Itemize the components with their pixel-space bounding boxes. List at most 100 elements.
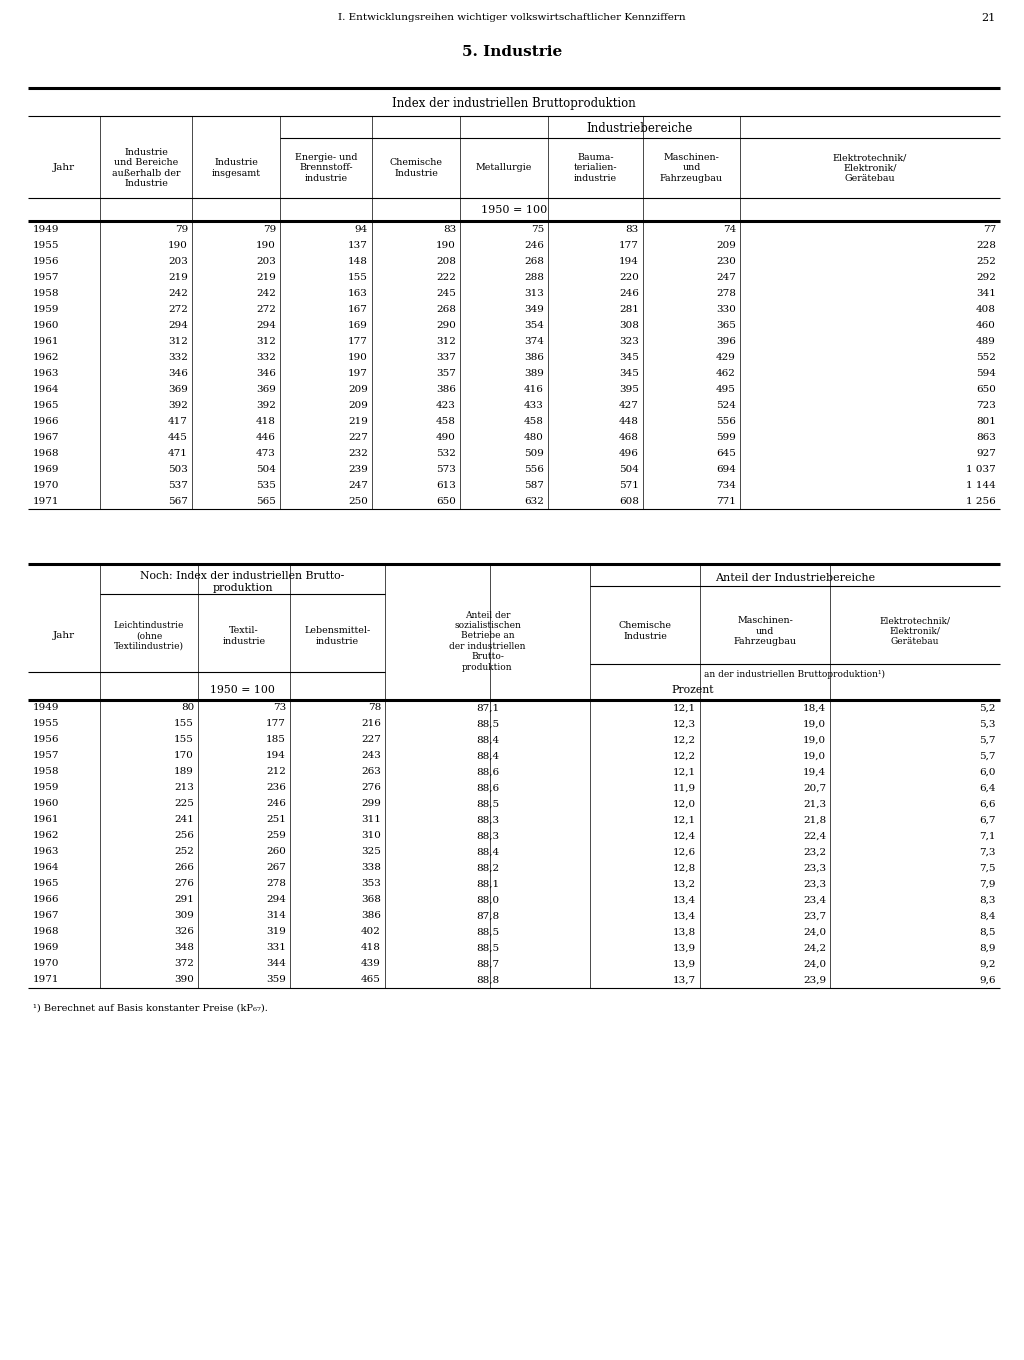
Text: 190: 190 bbox=[436, 241, 456, 249]
Text: 272: 272 bbox=[256, 305, 276, 314]
Text: Industrie
und Bereiche
außerhalb der
Industrie: Industrie und Bereiche außerhalb der Ind… bbox=[112, 148, 180, 188]
Text: 427: 427 bbox=[620, 400, 639, 409]
Text: 359: 359 bbox=[266, 975, 286, 985]
Text: 74: 74 bbox=[723, 224, 736, 234]
Text: 194: 194 bbox=[620, 257, 639, 265]
Text: 24,0: 24,0 bbox=[803, 960, 826, 968]
Text: 268: 268 bbox=[436, 305, 456, 314]
Text: 369: 369 bbox=[256, 385, 276, 393]
Text: 556: 556 bbox=[524, 465, 544, 473]
Text: 21,3: 21,3 bbox=[803, 800, 826, 808]
Text: 537: 537 bbox=[168, 480, 188, 490]
Text: 1957: 1957 bbox=[33, 752, 59, 760]
Text: 203: 203 bbox=[256, 257, 276, 265]
Text: 185: 185 bbox=[266, 736, 286, 744]
Text: 325: 325 bbox=[361, 847, 381, 857]
Text: 23,4: 23,4 bbox=[803, 895, 826, 904]
Text: 429: 429 bbox=[716, 352, 736, 362]
Text: 439: 439 bbox=[361, 960, 381, 968]
Text: 216: 216 bbox=[361, 719, 381, 729]
Text: 349: 349 bbox=[524, 305, 544, 314]
Text: 8,3: 8,3 bbox=[980, 895, 996, 904]
Text: 313: 313 bbox=[524, 288, 544, 298]
Text: 1964: 1964 bbox=[33, 385, 59, 393]
Text: 1966: 1966 bbox=[33, 416, 59, 426]
Text: 723: 723 bbox=[976, 400, 996, 409]
Text: 1950 = 100: 1950 = 100 bbox=[481, 205, 547, 215]
Text: 23,3: 23,3 bbox=[803, 864, 826, 873]
Text: 209: 209 bbox=[716, 241, 736, 249]
Text: 208: 208 bbox=[436, 257, 456, 265]
Text: 19,0: 19,0 bbox=[803, 719, 826, 729]
Text: Elektrotechnik/
Elektronik/
Gerätebau: Elektrotechnik/ Elektronik/ Gerätebau bbox=[880, 616, 950, 646]
Text: 353: 353 bbox=[361, 880, 381, 888]
Text: 209: 209 bbox=[348, 400, 368, 409]
Text: 24,0: 24,0 bbox=[803, 928, 826, 937]
Text: 177: 177 bbox=[348, 336, 368, 345]
Text: 94: 94 bbox=[354, 224, 368, 234]
Text: 225: 225 bbox=[174, 800, 194, 808]
Text: 1958: 1958 bbox=[33, 767, 59, 777]
Text: 734: 734 bbox=[716, 480, 736, 490]
Text: 1971: 1971 bbox=[33, 975, 59, 985]
Text: 357: 357 bbox=[436, 369, 456, 378]
Text: 650: 650 bbox=[976, 385, 996, 393]
Text: 1971: 1971 bbox=[33, 496, 59, 506]
Text: 9,2: 9,2 bbox=[980, 960, 996, 968]
Text: 88,4: 88,4 bbox=[476, 736, 499, 744]
Text: 13,8: 13,8 bbox=[673, 928, 696, 937]
Text: 771: 771 bbox=[716, 496, 736, 506]
Text: 88,6: 88,6 bbox=[476, 767, 499, 777]
Text: 19,4: 19,4 bbox=[803, 767, 826, 777]
Text: 88,5: 88,5 bbox=[476, 928, 499, 937]
Text: 310: 310 bbox=[361, 831, 381, 840]
Text: 552: 552 bbox=[976, 352, 996, 362]
Text: 863: 863 bbox=[976, 432, 996, 442]
Text: 170: 170 bbox=[174, 752, 194, 760]
Text: 332: 332 bbox=[256, 352, 276, 362]
Text: 587: 587 bbox=[524, 480, 544, 490]
Text: 319: 319 bbox=[266, 928, 286, 937]
Text: Jahr: Jahr bbox=[53, 163, 75, 173]
Text: 1955: 1955 bbox=[33, 241, 59, 249]
Text: 346: 346 bbox=[256, 369, 276, 378]
Text: 19,0: 19,0 bbox=[803, 752, 826, 760]
Text: Industriebereiche: Industriebereiche bbox=[587, 121, 693, 135]
Text: 6,4: 6,4 bbox=[980, 783, 996, 793]
Text: 368: 368 bbox=[361, 895, 381, 904]
Text: 571: 571 bbox=[620, 480, 639, 490]
Text: 312: 312 bbox=[256, 336, 276, 345]
Text: 348: 348 bbox=[174, 944, 194, 952]
Text: 1960: 1960 bbox=[33, 800, 59, 808]
Text: 77: 77 bbox=[983, 224, 996, 234]
Text: 18,4: 18,4 bbox=[803, 703, 826, 713]
Text: 88,0: 88,0 bbox=[476, 895, 499, 904]
Text: 392: 392 bbox=[168, 400, 188, 409]
Text: 12,8: 12,8 bbox=[673, 864, 696, 873]
Text: 292: 292 bbox=[976, 272, 996, 282]
Text: 247: 247 bbox=[348, 480, 368, 490]
Text: 5. Industrie: 5. Industrie bbox=[462, 45, 562, 58]
Text: 230: 230 bbox=[716, 257, 736, 265]
Text: 5,3: 5,3 bbox=[980, 719, 996, 729]
Text: 263: 263 bbox=[361, 767, 381, 777]
Text: 13,4: 13,4 bbox=[673, 911, 696, 921]
Text: 88,2: 88,2 bbox=[476, 864, 499, 873]
Text: 12,4: 12,4 bbox=[673, 831, 696, 840]
Text: 79: 79 bbox=[263, 224, 276, 234]
Text: 21,8: 21,8 bbox=[803, 816, 826, 824]
Text: 6,7: 6,7 bbox=[980, 816, 996, 824]
Text: 256: 256 bbox=[174, 831, 194, 840]
Text: 13,7: 13,7 bbox=[673, 975, 696, 985]
Text: 8,4: 8,4 bbox=[980, 911, 996, 921]
Text: 417: 417 bbox=[168, 416, 188, 426]
Text: 465: 465 bbox=[361, 975, 381, 985]
Text: 239: 239 bbox=[348, 465, 368, 473]
Text: 88,3: 88,3 bbox=[476, 816, 499, 824]
Text: 1967: 1967 bbox=[33, 432, 59, 442]
Text: 219: 219 bbox=[256, 272, 276, 282]
Text: 243: 243 bbox=[361, 752, 381, 760]
Text: 1957: 1957 bbox=[33, 272, 59, 282]
Text: 496: 496 bbox=[620, 449, 639, 457]
Text: 228: 228 bbox=[976, 241, 996, 249]
